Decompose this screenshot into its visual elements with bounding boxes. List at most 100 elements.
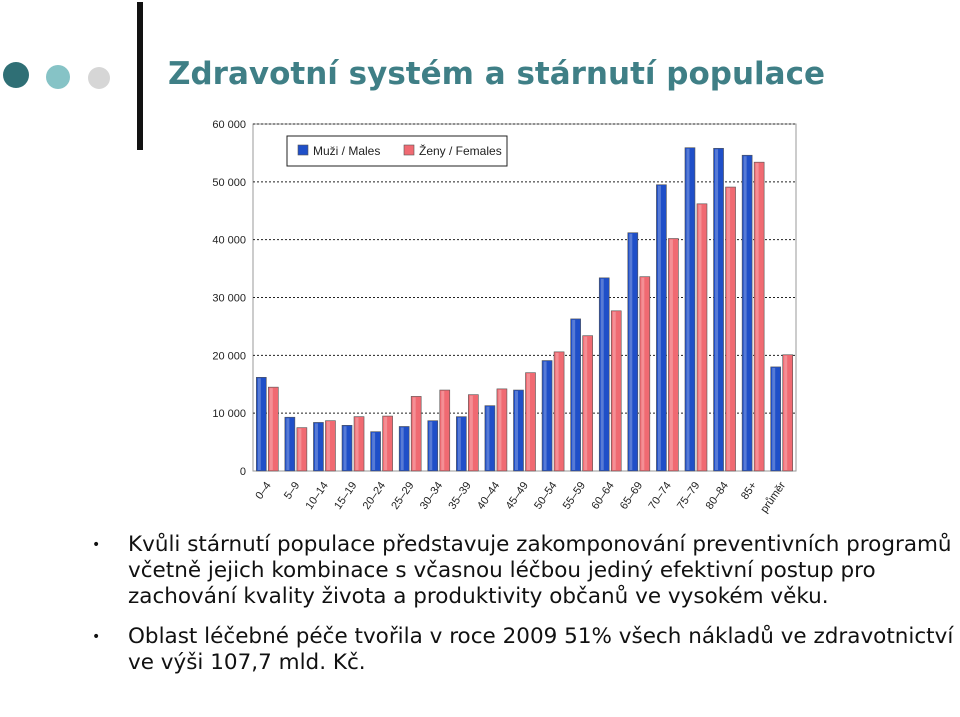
bar-highlight bbox=[715, 149, 719, 471]
x-tick-label: 20–24 bbox=[361, 480, 388, 512]
bar-females bbox=[782, 354, 794, 472]
bar-females bbox=[496, 388, 508, 472]
bar-males bbox=[370, 431, 381, 472]
x-tick-label: 15–19 bbox=[332, 480, 359, 512]
bar-highlight bbox=[429, 421, 433, 470]
decor-dot-grey bbox=[88, 67, 110, 89]
x-tick-label: 60–64 bbox=[589, 480, 616, 512]
x-tick-label: 30–34 bbox=[418, 480, 445, 512]
bar-highlight bbox=[372, 432, 376, 470]
decor-vertical-bar bbox=[137, 2, 143, 150]
bullet-list: • Kvůli stárnutí populace představuje za… bbox=[92, 532, 960, 676]
y-tick-label: 0 bbox=[240, 466, 246, 478]
bar-highlight bbox=[469, 395, 473, 470]
page-title: Zdravotní systém a stárnutí populace bbox=[168, 56, 825, 92]
bar-males bbox=[255, 377, 267, 472]
bar-highlight bbox=[441, 391, 445, 470]
bar-females bbox=[668, 238, 679, 472]
population-bar-chart: 0 10 000 20 000 30 000 40 000 50 000 60 000 0–4… bbox=[212, 119, 797, 515]
y-tick-label: 20 000 bbox=[212, 350, 246, 362]
bar-males bbox=[713, 147, 724, 472]
bar-highlight bbox=[727, 188, 731, 470]
bullet-text: Kvůli stárnutí populace představuje zako… bbox=[128, 532, 952, 609]
bar-females bbox=[582, 335, 593, 472]
bar-highlight bbox=[698, 204, 702, 470]
bar-males bbox=[427, 420, 439, 472]
bar-females bbox=[525, 372, 536, 472]
x-tick-label: 65–69 bbox=[618, 480, 645, 512]
bar-females bbox=[725, 186, 736, 472]
bullet-item: • Oblast léčebné péče tvořila v roce 200… bbox=[92, 624, 960, 676]
bar-males bbox=[284, 416, 296, 472]
bar-highlight bbox=[457, 417, 461, 470]
x-tick-label: 10–14 bbox=[304, 480, 331, 512]
bar-highlight bbox=[612, 311, 616, 470]
bar-highlight bbox=[257, 378, 261, 470]
bar-highlight bbox=[772, 367, 776, 470]
legend-swatch bbox=[403, 144, 415, 156]
legend-box bbox=[286, 135, 508, 167]
bar-highlight bbox=[555, 352, 559, 470]
bar-males bbox=[570, 318, 581, 472]
bar-highlight bbox=[686, 148, 690, 470]
bullet-text: Oblast léčebné péče tvořila v roce 2009 … bbox=[128, 624, 954, 675]
decor-dot-light bbox=[46, 65, 70, 89]
legend-label: Ženy / Females bbox=[419, 143, 502, 158]
bar-females bbox=[439, 389, 451, 472]
bar-males bbox=[627, 232, 639, 472]
bar-males bbox=[513, 389, 524, 472]
bar-males bbox=[684, 147, 696, 472]
bar-females bbox=[267, 386, 279, 472]
bar-highlight bbox=[498, 389, 502, 470]
bar-males bbox=[541, 360, 553, 472]
bar-highlight bbox=[400, 427, 404, 470]
bar-highlight bbox=[286, 418, 290, 470]
bar-males bbox=[656, 184, 667, 472]
bar-females bbox=[410, 396, 422, 472]
x-tick-label: 35–39 bbox=[446, 480, 473, 512]
x-tick-label: 75–79 bbox=[675, 480, 702, 512]
y-tick-label: 40 000 bbox=[212, 235, 246, 247]
bar-females bbox=[639, 276, 651, 472]
y-tick-label: 60 000 bbox=[212, 119, 246, 131]
decor-dot-dark bbox=[3, 62, 29, 88]
bar-highlight bbox=[543, 361, 547, 470]
bullet-marker: • bbox=[92, 629, 101, 645]
bar-females bbox=[325, 420, 336, 472]
x-tick-label: 25–29 bbox=[389, 480, 416, 512]
bar-females bbox=[553, 351, 565, 472]
x-tick-label: 55–59 bbox=[561, 480, 588, 512]
bar-males bbox=[770, 366, 782, 472]
y-tick-label: 50 000 bbox=[212, 177, 246, 189]
bar-females bbox=[696, 203, 708, 472]
x-tick-label: 5–9 bbox=[282, 480, 302, 502]
bar-highlight bbox=[584, 336, 588, 470]
bar-highlight bbox=[527, 373, 530, 470]
bar-females bbox=[610, 310, 622, 472]
x-tick-label: 50–54 bbox=[532, 480, 559, 512]
bar-highlight bbox=[486, 406, 490, 470]
bar-females bbox=[382, 415, 393, 472]
x-tick-label: 85+ bbox=[739, 480, 760, 502]
legend-label: Muži / Males bbox=[313, 144, 380, 158]
bar-males bbox=[398, 426, 410, 472]
x-tick-label: 45–49 bbox=[504, 480, 531, 512]
bar-highlight bbox=[355, 417, 359, 470]
bar-highlight bbox=[743, 156, 747, 471]
bar-highlight bbox=[314, 423, 318, 470]
bar-females bbox=[753, 161, 765, 472]
x-tick-label: 40–44 bbox=[475, 480, 502, 512]
bar-highlight bbox=[412, 397, 416, 470]
bar-highlight bbox=[600, 278, 604, 470]
bar-males bbox=[484, 405, 496, 472]
bar-highlight bbox=[641, 277, 645, 470]
y-tick-label: 10 000 bbox=[212, 408, 246, 420]
bar-females bbox=[468, 394, 479, 472]
x-tick-label: 0–4 bbox=[253, 480, 273, 502]
bar-males bbox=[313, 422, 324, 472]
bar-females bbox=[296, 427, 308, 472]
bar-highlight bbox=[515, 391, 518, 470]
bullet-marker: • bbox=[92, 537, 101, 553]
legend-swatch bbox=[297, 144, 309, 156]
bar-highlight bbox=[343, 426, 347, 470]
